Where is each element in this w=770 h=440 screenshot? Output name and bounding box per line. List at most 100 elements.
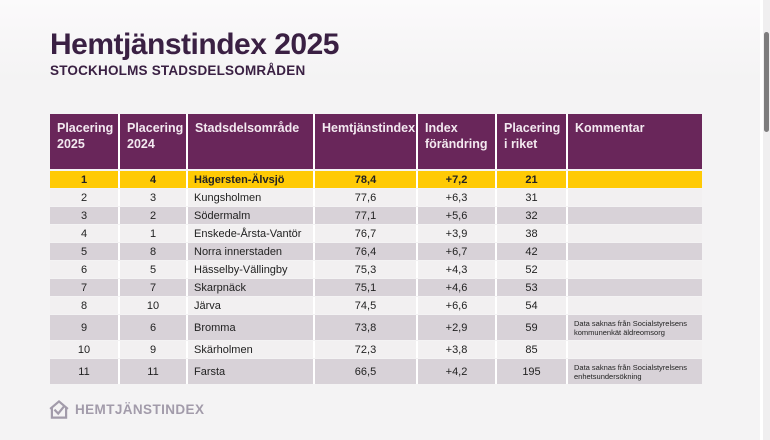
table-cell: 9	[50, 315, 120, 340]
table-cell: 42	[497, 243, 568, 260]
table-cell: 31	[497, 189, 568, 206]
table-cell: Skärholmen	[188, 341, 315, 358]
table-row: 10 9 Skärholmen 72,3 +3,8 85	[50, 341, 702, 358]
column-header: Index förändring	[418, 114, 497, 169]
table-cell: 52	[497, 261, 568, 278]
table-cell: +6,6	[418, 297, 497, 314]
column-header: Placering i riket	[497, 114, 568, 169]
table-cell	[568, 189, 702, 206]
table-cell: 74,5	[315, 297, 418, 314]
table-row: 6 5 Hässelby-Vällingby 75,3 +4,3 52	[50, 261, 702, 278]
table-cell: Hägersten-Älvsjö	[188, 171, 315, 188]
table-cell: 76,4	[315, 243, 418, 260]
logo-text: HEMTJÄNSTINDEX	[75, 402, 205, 417]
hemtjanstindex-logo: HEMTJÄNSTINDEX	[48, 399, 204, 420]
table-cell: +7,2	[418, 171, 497, 188]
table-cell: 85	[497, 341, 568, 358]
house-check-icon	[48, 399, 70, 420]
table-cell: 6	[120, 315, 188, 340]
table-cell: +5,6	[418, 207, 497, 224]
table-cell: Bromma	[188, 315, 315, 340]
table-row: 11 11 Farsta 66,5 +4,2 195 Data saknas från So…	[50, 359, 702, 384]
table-cell	[568, 341, 702, 358]
column-header: Kommentar	[568, 114, 702, 169]
scrollbar-track[interactable]	[763, 0, 770, 440]
table-cell: 5	[120, 261, 188, 278]
table-cell: 2	[120, 207, 188, 224]
table-cell: 32	[497, 207, 568, 224]
table-cell: 77,6	[315, 189, 418, 206]
table-cell: 3	[50, 207, 120, 224]
table-cell: Data saknas från Socialstyrelsens enhets…	[568, 359, 702, 384]
table-cell: 195	[497, 359, 568, 384]
table-cell: +4,6	[418, 279, 497, 296]
page-subtitle: STOCKHOLMS STADSDELSOMRÅDEN	[50, 63, 306, 78]
table-cell: 6	[50, 261, 120, 278]
table-row: 2 3 Kungsholmen 77,6 +6,3 31	[50, 189, 702, 206]
table-cell: 38	[497, 225, 568, 242]
table-cell	[568, 225, 702, 242]
table-cell: 1	[50, 171, 120, 188]
table-cell: 72,3	[315, 341, 418, 358]
table-cell: 7	[50, 279, 120, 296]
page-edge-divider	[760, 0, 763, 440]
table-cell	[568, 297, 702, 314]
table-cell: Enskede-Årsta-Vantör	[188, 225, 315, 242]
scrollbar-thumb[interactable]	[764, 32, 769, 132]
table-cell: 11	[120, 359, 188, 384]
table-cell: Södermalm	[188, 207, 315, 224]
table-cell: +3,8	[418, 341, 497, 358]
table-cell: Data saknas från Socialstyrelsens kommun…	[568, 315, 702, 340]
table-row: 8 10 Järva 74,5 +6,6 54	[50, 297, 702, 314]
table-row: 9 6 Bromma 73,8 +2,9 59 Data saknas från Socia…	[50, 315, 702, 340]
table-cell: +6,7	[418, 243, 497, 260]
table-header: Placering 2025 Placering 2024 Stadsdelsomr…	[50, 114, 702, 169]
table-row: 4 1 Enskede-Årsta-Vantör 76,7 +3,9 38	[50, 225, 702, 242]
table-cell: 8	[50, 297, 120, 314]
table-cell: Kungsholmen	[188, 189, 315, 206]
table-cell	[568, 261, 702, 278]
table-cell	[568, 243, 702, 260]
table-cell: +3,9	[418, 225, 497, 242]
table-cell: Norra innerstaden	[188, 243, 315, 260]
table-cell: 75,1	[315, 279, 418, 296]
table-cell: +4,2	[418, 359, 497, 384]
table-cell: 1	[120, 225, 188, 242]
table-cell: 9	[120, 341, 188, 358]
table-cell: 5	[50, 243, 120, 260]
table-cell: 78,4	[315, 171, 418, 188]
table-cell: 4	[120, 171, 188, 188]
table-cell: Farsta	[188, 359, 315, 384]
table-cell: 10	[120, 297, 188, 314]
table-cell: 11	[50, 359, 120, 384]
table-cell: Järva	[188, 297, 315, 314]
table-row: 5 8 Norra innerstaden 76,4 +6,7 42	[50, 243, 702, 260]
table-cell: 54	[497, 297, 568, 314]
table-cell: 8	[120, 243, 188, 260]
table-cell: 21	[497, 171, 568, 188]
table-cell: 7	[120, 279, 188, 296]
table-cell: 53	[497, 279, 568, 296]
table-body: 1 4 Hägersten-Älvsjö 78,4 +7,2 21 2 3 Kungsholme…	[50, 171, 702, 384]
table-row: 7 7 Skarpnäck 75,1 +4,6 53	[50, 279, 702, 296]
table-cell: 76,7	[315, 225, 418, 242]
table-cell	[568, 171, 702, 188]
table-cell: 59	[497, 315, 568, 340]
page-title: Hemtjänstindex 2025	[50, 28, 339, 61]
table-cell: 77,1	[315, 207, 418, 224]
table-cell: 10	[50, 341, 120, 358]
table-cell	[568, 207, 702, 224]
table-cell: 73,8	[315, 315, 418, 340]
column-header: Placering 2024	[120, 114, 188, 169]
table-cell	[568, 279, 702, 296]
table-cell: Hässelby-Vällingby	[188, 261, 315, 278]
table-cell: +2,9	[418, 315, 497, 340]
table-cell: Skarpnäck	[188, 279, 315, 296]
table-cell: 75,3	[315, 261, 418, 278]
table-cell: 3	[120, 189, 188, 206]
table-row: 3 2 Södermalm 77,1 +5,6 32	[50, 207, 702, 224]
hemtjanstindex-table: Placering 2025 Placering 2024 Stadsdelsomr…	[50, 114, 702, 384]
table-cell: +6,3	[418, 189, 497, 206]
column-header: Hemtjänstindex	[315, 114, 418, 169]
